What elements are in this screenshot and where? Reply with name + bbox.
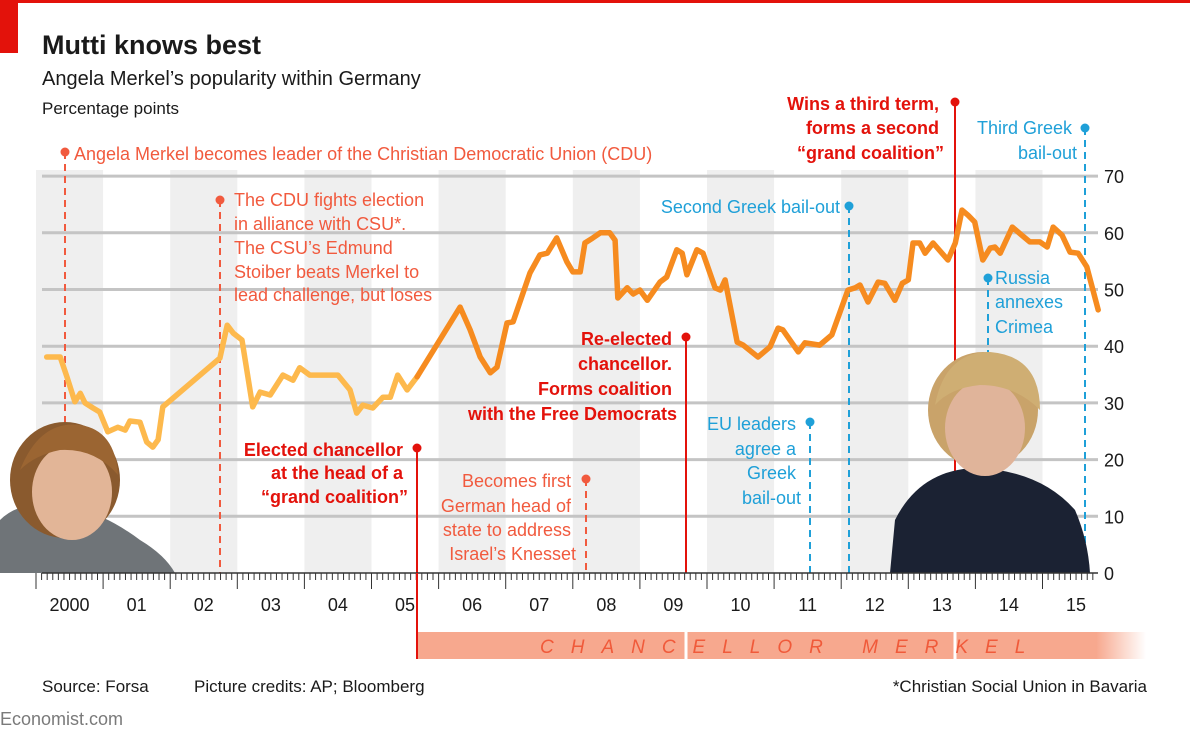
x-tick-label-14: 14 — [999, 595, 1019, 615]
x-tick-label-07: 07 — [529, 595, 549, 615]
annotation-elected-chancellor: Elected chancellor at the head of a “gra… — [244, 440, 408, 507]
red-corner-tag — [0, 0, 18, 53]
x-tick-label-02: 02 — [194, 595, 214, 615]
y-tick-label-10: 10 — [1104, 507, 1124, 527]
x-axis: 2000 01 02 03 04 05 06 07 08 09 10 11 12 13 14 15 — [35, 572, 1098, 615]
x-tick-label-11: 11 — [798, 595, 817, 615]
annotation-reelected: Re-elected chancellor. Forms coalition w… — [467, 329, 677, 424]
x-tick-label-15: 15 — [1066, 595, 1086, 615]
year-band-2012 — [841, 170, 909, 573]
x-tick-label-06: 06 — [462, 595, 482, 615]
annotation-knesset: Becomes first German head of state to ad… — [441, 471, 576, 564]
annotation-second-greek: Second Greek bail-out — [661, 197, 840, 217]
year-band-2008 — [572, 170, 640, 573]
event-dot-third-greek — [1080, 123, 1090, 133]
y-tick-label-30: 30 — [1104, 394, 1124, 414]
y-tick-label-40: 40 — [1104, 337, 1124, 357]
event-dot-eu-leaders — [805, 417, 815, 427]
event-dot-knesset — [581, 474, 591, 484]
x-tick-label-13: 13 — [932, 595, 952, 615]
x-tick-label-2000: 2000 — [50, 595, 90, 615]
event-dot-reelected — [681, 332, 691, 342]
y-tick-label-50: 50 — [1104, 281, 1124, 301]
popularity-series — [43, 207, 1101, 450]
chancellor-merkel-bar: CHANCELLOR MERKEL — [416, 573, 1146, 659]
event-dot-second-greek — [844, 201, 854, 211]
chart-title: Mutti knows best — [42, 30, 261, 60]
y-tick-label-0: 0 — [1104, 564, 1114, 584]
x-tick-label-10: 10 — [731, 595, 751, 615]
x-tick-label-01: 01 — [127, 595, 147, 615]
x-tick-label-05: 05 — [395, 595, 415, 615]
event-dot-russia — [983, 273, 993, 283]
y-tick-label-60: 60 — [1104, 224, 1124, 244]
event-dots — [60, 97, 1090, 484]
picture-credits: Picture credits: AP; Bloomberg — [194, 677, 425, 696]
annotation-russia: Russia annexes Crimea — [995, 268, 1068, 337]
annotation-cdu-leader: Angela Merkel becomes leader of the Chri… — [74, 144, 652, 164]
y-unit-label: Percentage points — [42, 99, 179, 118]
event-dot-cdu-leader — [60, 147, 70, 157]
merkel-photo-2000 — [0, 422, 175, 573]
annotation-cdu-election: The CDU fights election in alliance with… — [234, 190, 432, 305]
economist-brand: Economist.com — [0, 709, 123, 729]
chancellor-bar-label: CHANCELLOR MERKEL — [540, 637, 1042, 658]
x-tick-label-03: 03 — [261, 595, 281, 615]
year-band-2004 — [304, 170, 372, 573]
event-dot-cdu-election — [215, 195, 225, 205]
x-tick-label-08: 08 — [596, 595, 616, 615]
y-tick-label-20: 20 — [1104, 451, 1124, 471]
merkel-photo-2015 — [890, 352, 1090, 573]
annotation-eu-leaders: EU leaders agree a Greek bail-out — [707, 414, 801, 508]
y-tick-label-70: 70 — [1104, 167, 1124, 187]
annotation-third-term: Wins a third term, forms a second “grand… — [787, 94, 944, 163]
footnote: *Christian Social Union in Bavaria — [893, 677, 1148, 696]
y-axis-tick-labels: 0 10 20 30 40 50 60 70 — [1104, 167, 1124, 584]
annotation-third-greek: Third Greek bail-out — [977, 118, 1077, 163]
series-line-1 — [414, 207, 1101, 380]
x-tick-label-09: 09 — [663, 595, 683, 615]
source-note: Source: Forsa — [42, 677, 149, 696]
x-tick-label-04: 04 — [328, 595, 348, 615]
event-dot-third-term — [950, 97, 960, 107]
year-band-2010 — [707, 170, 775, 573]
top-red-rule — [0, 0, 1190, 3]
x-tick-label-12: 12 — [865, 595, 885, 615]
event-dot-elected — [412, 443, 422, 453]
chart-subtitle: Angela Merkel’s popularity within German… — [42, 68, 421, 90]
series-line-0 — [43, 322, 420, 450]
